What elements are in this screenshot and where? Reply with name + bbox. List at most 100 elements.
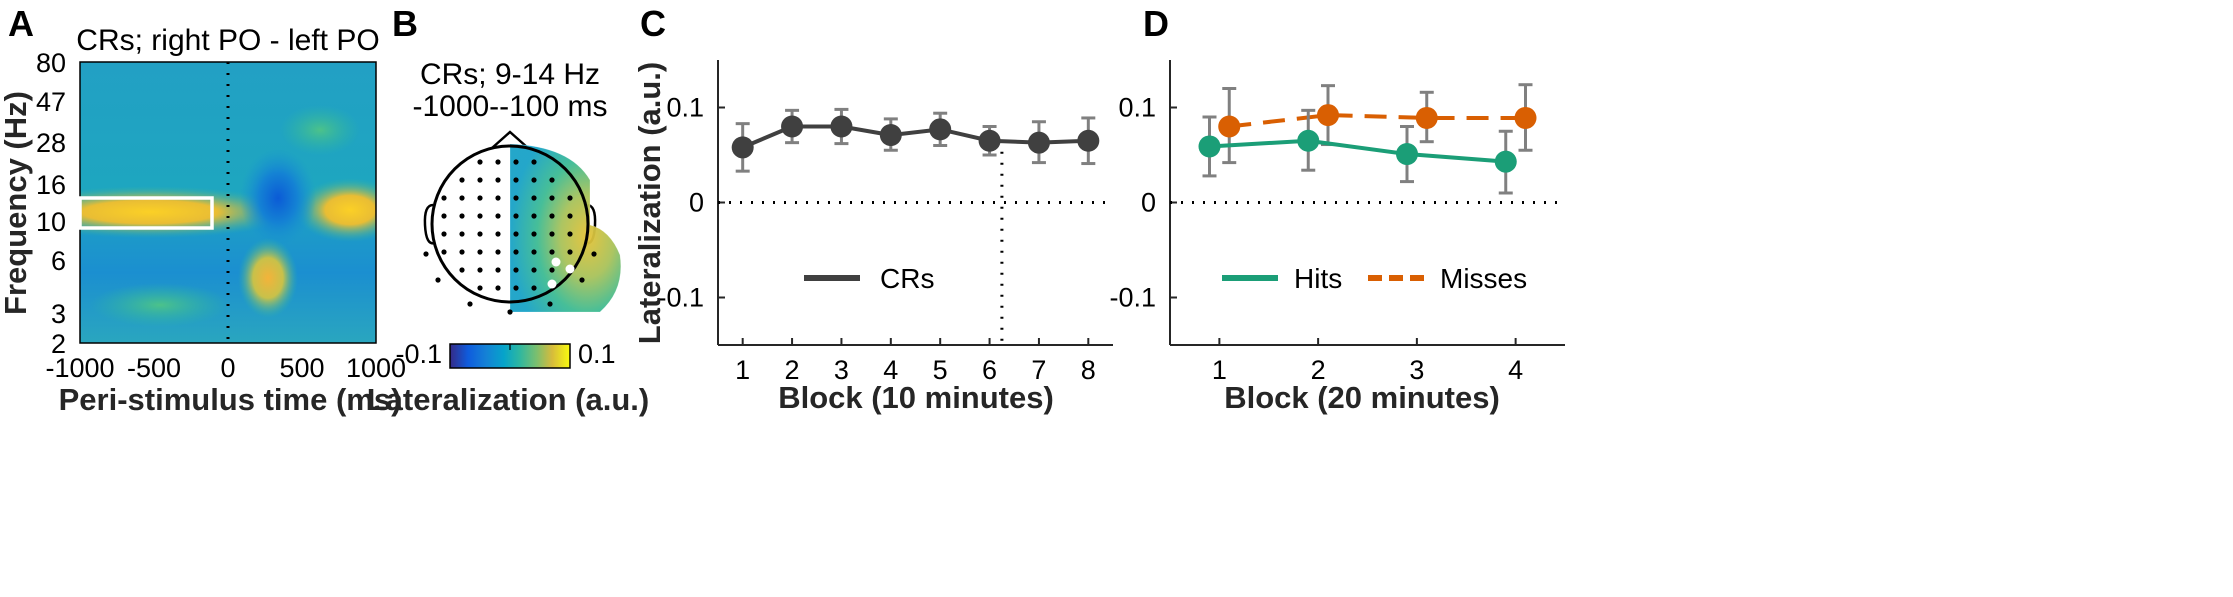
electrode-dot-21: [495, 213, 501, 219]
electrode-dot-41: [567, 249, 573, 255]
electrode-dot-13: [495, 195, 501, 201]
hits-point-1: [1198, 135, 1221, 158]
electrode-dot-18: [441, 213, 447, 219]
electrode-dot-55: [579, 277, 585, 283]
a-y-ticks: 80 47 28 16 10 6 3 2: [36, 48, 66, 359]
misses-point-4: [1514, 106, 1537, 129]
panel-b-title-line2: -1000--100 ms: [412, 90, 607, 123]
highlight-window-box: [78, 196, 214, 230]
crs-point-2: [781, 115, 804, 138]
crs-point-1: [731, 136, 754, 159]
electrode-dot-45: [513, 267, 519, 273]
a-xtick-500: 500: [279, 353, 324, 383]
ytick-label-1: 0: [1141, 188, 1156, 218]
electrode-dot-30: [513, 231, 519, 237]
xtick-label-3: 4: [883, 355, 898, 385]
electrode-dot-2: [513, 159, 519, 165]
d-ticks: -0.1 0 0.1 1 2 3 4: [1109, 93, 1565, 385]
xtick-label-0: 1: [735, 355, 750, 385]
a-xtick-m1000: -1000: [45, 353, 114, 383]
ytick-label-2: 0.1: [666, 93, 704, 123]
crs-point-3: [830, 115, 853, 138]
panel-letter-a: A: [8, 3, 34, 44]
electrode-dot-53: [435, 277, 441, 283]
electrode-dot-37: [495, 249, 501, 255]
electrode-dot-43: [477, 267, 483, 273]
electrode-dot-24: [549, 213, 555, 219]
electrode-dot-22: [513, 213, 519, 219]
electrode-po-highlight-2: [565, 264, 575, 274]
electrode-dot-52: [423, 251, 429, 257]
electrode-dot-15: [531, 195, 537, 201]
electrode-dot-44: [495, 267, 501, 273]
head-nose: [491, 130, 529, 149]
electrode-dot-39: [531, 249, 537, 255]
electrode-dot-49: [495, 285, 501, 291]
panel-a-title: CRs; right PO - left PO: [76, 24, 379, 57]
d-legend-misses-label: Misses: [1440, 263, 1527, 294]
a-xtick-m500: -500: [127, 353, 181, 383]
electrode-dot-35: [459, 249, 465, 255]
crs-point-6: [978, 129, 1001, 152]
electrode-dot-31: [531, 231, 537, 237]
electrode-dot-40: [549, 249, 555, 255]
electrode-dot-19: [459, 213, 465, 219]
a-x-ticks: -1000 -500 0 500 1000: [45, 353, 406, 383]
a-ytick-6: 6: [51, 246, 66, 276]
misses-point-2: [1317, 104, 1339, 127]
electrode-dot-23: [531, 213, 537, 219]
c-x-axis-label: Block (10 minutes): [778, 380, 1054, 415]
electrode-dot-9: [549, 177, 555, 183]
a-xtick-1000: 1000: [346, 353, 406, 383]
electrode-dot-20: [477, 213, 483, 219]
head-outline: [430, 144, 590, 304]
hits-point-2: [1297, 129, 1320, 152]
electrode-dot-1: [495, 159, 501, 165]
b-colorbar-label: Lateralization (a.u.): [367, 382, 649, 417]
colorbar-max-label: 0.1: [578, 339, 616, 369]
d-plot-area: [1198, 83, 1537, 195]
d-legend-hits-label: Hits: [1294, 263, 1342, 294]
a-ytick-10: 10: [36, 207, 66, 237]
xtick-label-4: 5: [933, 355, 948, 385]
electrode-dot-51: [531, 285, 537, 291]
xtick-label-6: 7: [1031, 355, 1046, 385]
xtick-label-2: 3: [1409, 355, 1424, 385]
c-plot-area: [731, 107, 1100, 345]
panel-a: A CRs; right PO - left PO 80 47 28 16 10…: [0, 3, 406, 417]
electrode-po-highlight-3: [547, 279, 557, 289]
electrode-dot-16: [549, 195, 555, 201]
ytick-label-0: -0.1: [657, 283, 704, 313]
electrode-dot-32: [549, 231, 555, 237]
panel-letter-d: D: [1143, 3, 1169, 44]
xtick-label-1: 2: [1311, 355, 1326, 385]
electrode-dot-54: [591, 251, 597, 257]
hits-line: [1209, 138, 1506, 164]
heatmap-teal-blob: [280, 105, 360, 155]
electrode-dot-14: [513, 195, 519, 201]
colorbar-min-label: -0.1: [395, 339, 442, 369]
ytick-label-0: -0.1: [1109, 283, 1156, 313]
a-xtick-0: 0: [220, 353, 235, 383]
electrode-dot-50: [513, 285, 519, 291]
panel-c: C -0.1 0 0.1 1 2 3 4 5 6 7 8 Block (10 minutes) La…: [632, 3, 1113, 415]
heatmap-orange-blob: [238, 238, 298, 318]
electrode-dot-56: [507, 309, 513, 315]
misses-line: [1229, 113, 1526, 129]
a-ytick-47: 47: [36, 87, 66, 117]
electrode-dot-48: [477, 285, 483, 291]
heatmap: [80, 62, 376, 343]
electrode-dot-34: [441, 249, 447, 255]
electrode-dot-57: [467, 301, 473, 307]
electrode-dots: [423, 159, 597, 315]
heatmap-teal-blob-low: [90, 283, 230, 327]
panel-letter-c: C: [640, 3, 666, 44]
panel-d: D -0.1 0 0.1 1 2 3 4 Block (20 minutes) Hits M…: [1109, 3, 1565, 415]
electrode-dot-4: [459, 177, 465, 183]
d-x-axis-label: Block (20 minutes): [1224, 380, 1500, 415]
xtick-label-5: 6: [982, 355, 997, 385]
electrode-dot-25: [567, 213, 573, 219]
ytick-label-2: 0.1: [1118, 93, 1156, 123]
hits-point-3: [1396, 143, 1418, 166]
a-ytick-3: 3: [51, 299, 66, 329]
